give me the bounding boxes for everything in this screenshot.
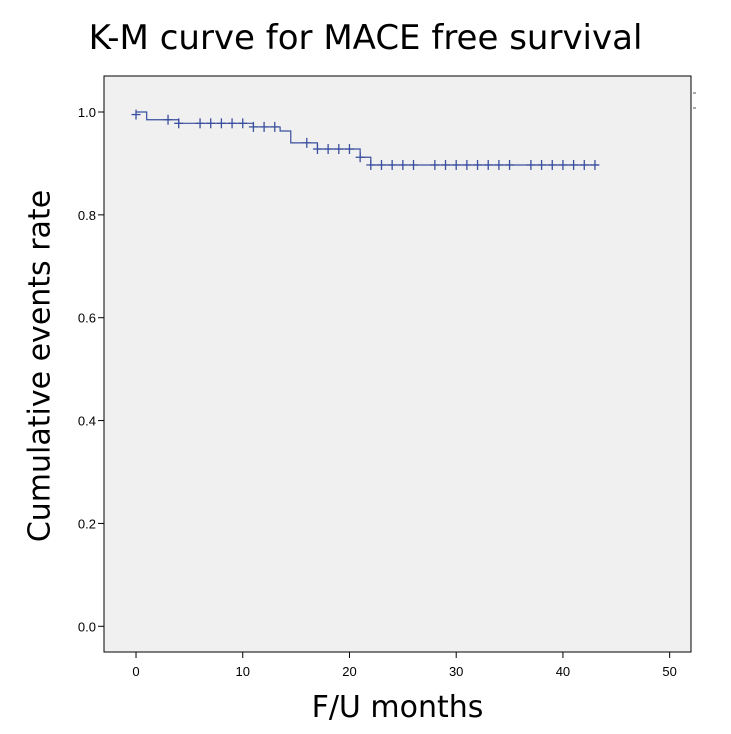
x-tick-label: 20 xyxy=(342,664,356,679)
censor-mark xyxy=(569,159,579,170)
censor-mark xyxy=(430,159,440,170)
censor-mark xyxy=(376,159,386,170)
x-tick-label: 50 xyxy=(662,664,676,679)
censor-mark xyxy=(451,159,461,170)
censor-mark xyxy=(398,159,408,170)
censor-mark xyxy=(441,159,451,170)
x-tick-label: 40 xyxy=(556,664,570,679)
censor-mark xyxy=(131,109,141,120)
censor-mark xyxy=(366,159,376,170)
censor-mark xyxy=(462,159,472,170)
y-axis-label: Cumulative events rate xyxy=(22,189,58,543)
censor-mark xyxy=(483,159,493,170)
censor-mark xyxy=(547,159,557,170)
censor-mark xyxy=(259,121,269,132)
x-tick-label: 0 xyxy=(132,664,139,679)
censor-mark xyxy=(590,159,600,170)
censor-mark xyxy=(238,118,248,129)
censor-mark xyxy=(334,144,344,155)
y-tick-label: 0.0 xyxy=(78,619,96,634)
y-tick-label: 0.8 xyxy=(78,208,96,223)
censor-mark xyxy=(558,159,568,170)
censor-mark xyxy=(163,114,173,125)
censor-mark xyxy=(206,118,216,129)
x-axis: 0 10 20 30 40 50 xyxy=(132,652,677,679)
y-tick-label: 1.0 xyxy=(78,105,96,120)
censor-mark xyxy=(248,121,258,132)
censor-mark xyxy=(494,159,504,170)
censor-mark xyxy=(302,137,312,148)
censor-mark xyxy=(227,118,237,129)
censor-mark xyxy=(355,152,365,163)
series-layer xyxy=(131,109,600,170)
censor-mark xyxy=(526,159,536,170)
chart-title: K-M curve for MACE free survival xyxy=(88,18,643,58)
x-tick-label: 10 xyxy=(236,664,250,679)
censor-mark xyxy=(344,144,354,155)
censor-mark xyxy=(473,159,483,170)
censor-mark xyxy=(537,159,547,170)
y-tick-label: 0.6 xyxy=(78,311,96,326)
y-tick-label: 0.4 xyxy=(78,414,96,429)
plot-area xyxy=(103,75,692,653)
censor-mark xyxy=(505,159,515,170)
x-axis-label: F/U months xyxy=(311,690,484,725)
censor-mark xyxy=(409,159,419,170)
y-axis: 0.0 0.2 0.4 0.6 0.8 1.0 xyxy=(78,105,104,634)
legend-marker xyxy=(693,92,696,109)
censor-mark xyxy=(216,118,226,129)
y-tick-label: 0.2 xyxy=(78,516,96,531)
censor-mark xyxy=(195,118,205,129)
censor-mark xyxy=(174,118,184,129)
censor-mark xyxy=(579,159,589,170)
censor-mark xyxy=(312,144,322,155)
x-tick-label: 30 xyxy=(449,664,463,679)
censor-mark xyxy=(323,144,333,155)
censor-mark xyxy=(387,159,397,170)
censor-mark xyxy=(270,121,280,132)
